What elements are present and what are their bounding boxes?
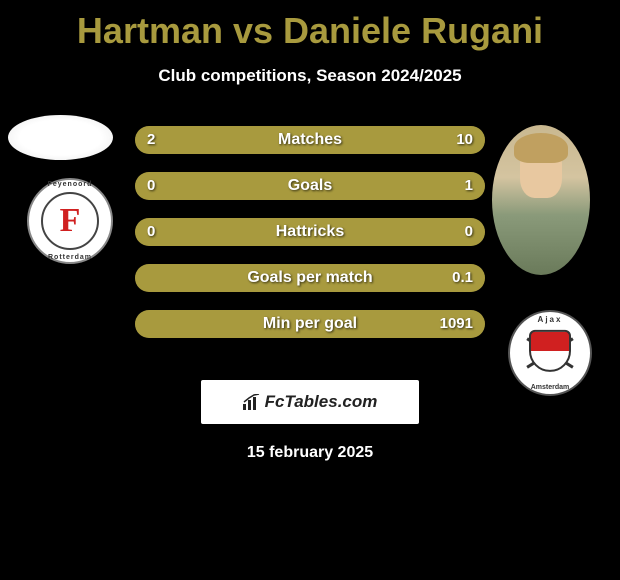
page-subtitle: Club competitions, Season 2024/2025 <box>0 66 620 86</box>
stat-value-right: 0.1 <box>452 264 473 292</box>
stat-value-right: 10 <box>456 126 473 154</box>
source-badge: FcTables.com <box>201 380 419 424</box>
stat-label: Matches <box>135 126 485 154</box>
stat-value-right: 1091 <box>440 310 473 338</box>
stat-bar: Goals per match0.1 <box>135 264 485 292</box>
page-title: Hartman vs Daniele Rugani <box>0 0 620 52</box>
stats-area: 2Matches100Goals10Hattricks0Goals per ma… <box>0 126 620 462</box>
stat-label: Hattricks <box>135 218 485 246</box>
stat-value-right: 0 <box>465 218 473 246</box>
stat-label: Min per goal <box>135 310 485 338</box>
stat-bar: 2Matches10 <box>135 126 485 154</box>
date-text: 15 february 2025 <box>0 444 620 462</box>
stat-bar: 0Hattricks0 <box>135 218 485 246</box>
stat-label: Goals per match <box>135 264 485 292</box>
stat-bar: 0Goals1 <box>135 172 485 200</box>
stat-label: Goals <box>135 172 485 200</box>
source-label: FcTables.com <box>265 392 378 412</box>
chart-icon <box>243 394 261 410</box>
stat-bar: Min per goal1091 <box>135 310 485 338</box>
stat-value-right: 1 <box>465 172 473 200</box>
